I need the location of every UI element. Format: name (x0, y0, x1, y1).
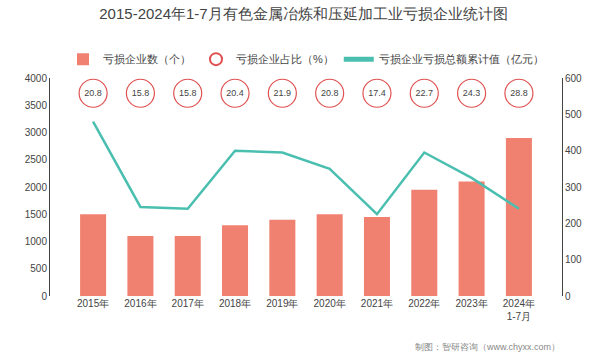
svg-text:28.8: 28.8 (510, 88, 528, 98)
svg-text:2024年1-7月: 2024年1-7月 (503, 298, 535, 322)
svg-text:400: 400 (565, 145, 582, 156)
svg-text:500: 500 (565, 109, 582, 120)
svg-text:3500: 3500 (25, 100, 48, 111)
svg-text:0: 0 (41, 291, 47, 302)
svg-text:0: 0 (565, 291, 571, 302)
svg-text:2000: 2000 (25, 182, 48, 193)
svg-text:3000: 3000 (25, 127, 48, 138)
svg-text:300: 300 (565, 182, 582, 193)
svg-text:亏损企业亏损总额累计值（亿元）: 亏损企业亏损总额累计值（亿元） (379, 53, 544, 65)
svg-text:2023年: 2023年 (455, 298, 487, 309)
svg-text:亏损企业占比（%）: 亏损企业占比（%） (236, 53, 334, 65)
svg-text:15.8: 15.8 (179, 88, 197, 98)
svg-text:1500: 1500 (25, 209, 48, 220)
svg-text:2500: 2500 (25, 154, 48, 165)
svg-text:制图：智研咨询（www.chyxx.com）: 制图：智研咨询（www.chyxx.com） (415, 342, 560, 352)
svg-text:2017年: 2017年 (172, 298, 204, 309)
svg-text:20.4: 20.4 (226, 88, 244, 98)
svg-text:2019年: 2019年 (266, 298, 298, 309)
svg-text:500: 500 (30, 263, 47, 274)
svg-text:亏损企业数（个）: 亏损企业数（个） (103, 53, 191, 65)
svg-text:24.3: 24.3 (463, 88, 481, 98)
svg-text:15.8: 15.8 (132, 88, 150, 98)
svg-text:20.8: 20.8 (321, 88, 339, 98)
svg-text:200: 200 (565, 218, 582, 229)
svg-text:22.7: 22.7 (416, 88, 434, 98)
svg-text:2021年: 2021年 (361, 298, 393, 309)
svg-text:2016年: 2016年 (124, 298, 156, 309)
svg-text:2018年: 2018年 (219, 298, 251, 309)
svg-text:17.4: 17.4 (368, 88, 386, 98)
svg-text:600: 600 (565, 73, 582, 84)
svg-text:2015-2024年1-7月有色金属冶炼和压延加工业亏损企业: 2015-2024年1-7月有色金属冶炼和压延加工业亏损企业统计图 (99, 5, 507, 22)
svg-text:4000: 4000 (25, 73, 48, 84)
svg-text:1000: 1000 (25, 236, 48, 247)
svg-text:21.9: 21.9 (274, 88, 292, 98)
svg-text:100: 100 (565, 254, 582, 265)
svg-text:20.8: 20.8 (84, 88, 102, 98)
svg-text:2022年: 2022年 (408, 298, 440, 309)
svg-text:2020年: 2020年 (314, 298, 346, 309)
svg-text:2015年: 2015年 (77, 298, 109, 309)
